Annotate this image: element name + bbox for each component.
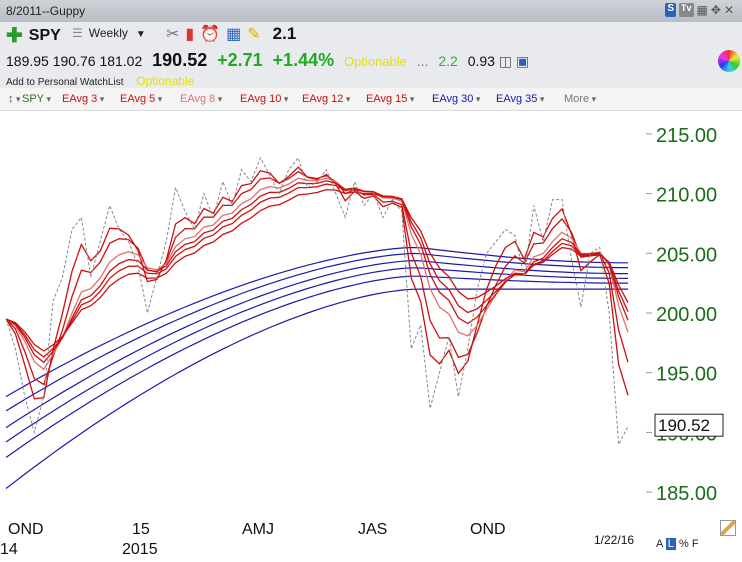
ema-long-45 (5, 267, 629, 443)
last-price-box (654, 413, 724, 437)
quote-panel: ✚ SPY ☰ Weekly ▼ ✂ ▮ ⏰ ▦ ✎ 2.1 189.95 190.7… (0, 22, 742, 88)
last-price-label: 190.52 (658, 416, 710, 435)
window-controls: S Tv ▦ ✥ ✕ (665, 3, 734, 17)
legend-toggle-icon[interactable]: ↕ (8, 93, 21, 105)
edit-icon[interactable] (720, 520, 736, 536)
period-selector[interactable]: ☰ Weekly ▼ (72, 26, 146, 40)
scale-pct[interactable]: % (678, 538, 689, 550)
x-year-label: 14 (0, 541, 18, 558)
scale-a[interactable]: A (656, 538, 663, 550)
add-watchlist-link[interactable]: Add to Personal WatchList (6, 77, 124, 88)
price-change: +2.71 (217, 50, 263, 70)
ema-eavg-8 (5, 177, 629, 371)
move-icon[interactable]: ✥ (710, 3, 721, 17)
y-tick-label: 200.00 (656, 304, 717, 326)
tools-icon[interactable]: ✂ (166, 26, 180, 43)
indicator-legend: SPY EAvg 3 EAvg 5 EAvg 8 EAvg 10 EAvg 12 EAvg … (0, 88, 742, 111)
legend-item-spy[interactable]: SPY (22, 93, 51, 105)
y-tick-label: 185.00 (656, 483, 717, 505)
open-price: 189.95 (6, 53, 49, 69)
x-month-label: 15 (132, 521, 150, 538)
pin-icon[interactable]: ▦ (696, 3, 708, 17)
close-icon[interactable]: ✕ (723, 3, 734, 17)
window-titlebar: 8/2011--Guppy S Tv ▦ ✥ ✕ (0, 0, 742, 23)
toolbar: ✂ ▮ ⏰ ▦ ✎ 2.1 (166, 24, 296, 44)
x-month-label: JAS (358, 521, 387, 538)
price-change-pct: +1.44% (272, 50, 335, 70)
scale-options: A L % F (656, 538, 699, 550)
value-a: 2.2 (438, 53, 458, 69)
note-icon[interactable]: ✎ (247, 26, 261, 43)
watchlist-row: Add to Personal WatchList Optionable (6, 74, 194, 88)
optionable-label: Optionable (136, 74, 195, 88)
last-price: 190.52 (152, 50, 208, 70)
chart-icon[interactable]: ▮ (185, 26, 195, 43)
legend-item-eavg-12[interactable]: EAvg 12 (302, 93, 350, 105)
low-price: 181.02 (99, 53, 143, 69)
legend-item-eavg-8[interactable]: EAvg 8 (180, 93, 222, 105)
optionable-badge: Optionable (344, 54, 407, 69)
tv-icon[interactable]: Tv (679, 3, 694, 17)
scale-f[interactable]: F (691, 538, 699, 550)
ema-long-60 (5, 288, 628, 489)
menu-icon[interactable]: ☰ (72, 26, 83, 40)
legend-item-eavg-5[interactable]: EAvg 5 (120, 93, 162, 105)
period-label[interactable]: Weekly (88, 26, 128, 40)
save-icon[interactable]: ▣ (515, 53, 530, 69)
alarm-icon[interactable]: ⏰ (200, 26, 221, 43)
ema-long-40 (5, 259, 628, 429)
ema-eavg-3 (5, 166, 629, 400)
x-end-date: 1/22/16 (594, 533, 634, 547)
grid-icon[interactable]: ▦ (226, 26, 242, 43)
ema-long-35 (5, 252, 628, 412)
legend-item-eavg-15[interactable]: EAvg 15 (366, 93, 414, 105)
value-b: 0.93 (467, 53, 495, 69)
chart-plot: 215.00210.00205.00200.00195.00190.00185.… (0, 125, 724, 558)
y-tick-label: 210.00 (656, 185, 717, 207)
symbol-label[interactable]: SPY (28, 27, 61, 44)
color-wheel-icon[interactable] (718, 50, 740, 72)
x-year-label: 2015 (122, 541, 158, 558)
s-icon[interactable]: S (665, 3, 677, 17)
more-dots[interactable]: ... (416, 53, 429, 69)
legend-item-eavg-10[interactable]: EAvg 10 (240, 93, 288, 105)
legend-item-more[interactable]: More (564, 93, 596, 105)
legend-item-eavg-30[interactable]: EAvg 30 (432, 93, 480, 105)
legend-item-eavg-3[interactable]: EAvg 3 (62, 93, 104, 105)
database-icon[interactable]: ◫ (498, 53, 513, 69)
high-price: 190.76 (52, 53, 96, 69)
add-icon[interactable]: ✚ (6, 25, 23, 47)
price-line (5, 156, 629, 447)
symbol-box: ✚ SPY (6, 23, 61, 48)
ema-eavg-5 (5, 170, 629, 386)
legend-item-eavg-35[interactable]: EAvg 35 (496, 93, 544, 105)
x-month-label: AMJ (242, 521, 274, 538)
scale-l[interactable]: L (665, 538, 676, 550)
y-tick-label: 195.00 (656, 364, 717, 386)
y-tick-label: 205.00 (656, 244, 717, 266)
x-month-label: OND (8, 521, 44, 538)
ema-eavg-10 (5, 180, 629, 364)
window-title[interactable]: 8/2011--Guppy (6, 4, 86, 18)
y-tick-label: 215.00 (656, 125, 717, 147)
chevron-down-icon[interactable]: ▼ (135, 29, 146, 40)
price-line: 189.95 190.76 181.02 190.52 +2.71 +1.44%… (6, 50, 529, 71)
indicator-value: 2.1 (272, 24, 297, 43)
ema-long-50 (5, 275, 628, 458)
x-month-label: OND (470, 521, 506, 538)
